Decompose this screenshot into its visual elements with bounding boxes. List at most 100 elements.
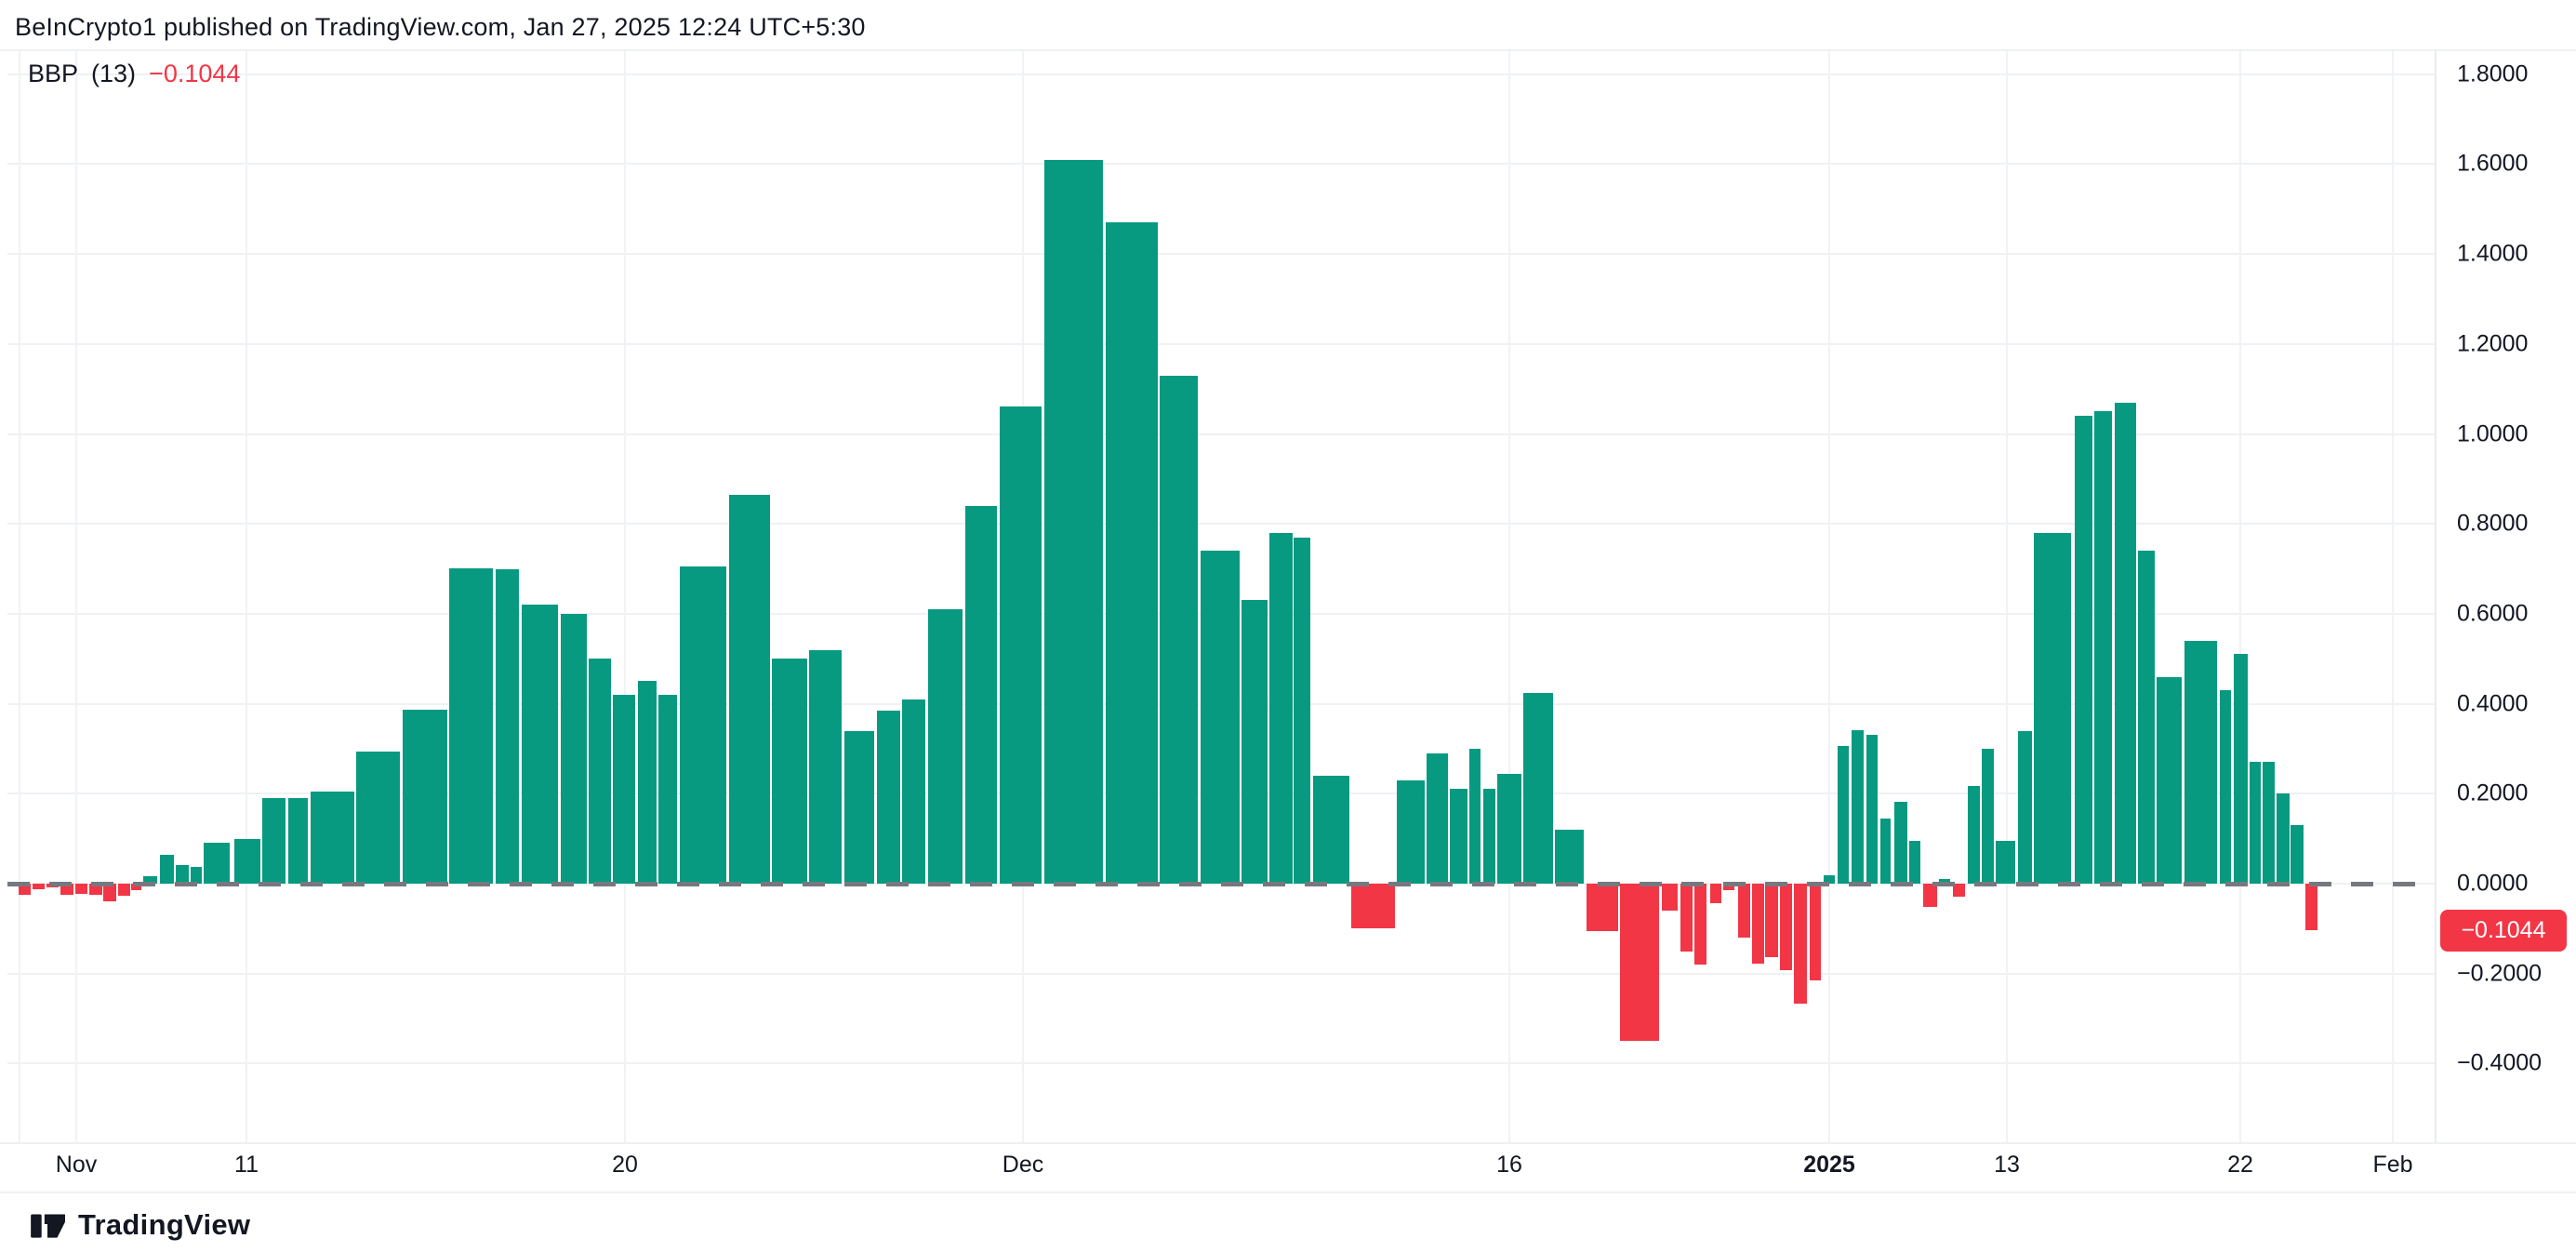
histogram-bar-positive[interactable] bbox=[1269, 532, 1293, 884]
histogram-bar-negative[interactable] bbox=[1780, 884, 1792, 970]
histogram-bar-negative[interactable] bbox=[75, 884, 87, 895]
histogram-bar-negative[interactable] bbox=[1953, 884, 1965, 897]
histogram-bar-negative[interactable] bbox=[1738, 884, 1750, 939]
histogram-bar-positive[interactable] bbox=[2220, 690, 2231, 884]
histogram-bar-positive[interactable] bbox=[1469, 748, 1481, 884]
histogram-bar-positive[interactable] bbox=[1982, 749, 1994, 884]
histogram-bar-positive[interactable] bbox=[191, 867, 202, 884]
histogram-bar-positive[interactable] bbox=[449, 567, 493, 884]
histogram-bar-positive[interactable] bbox=[1427, 753, 1448, 884]
histogram-bar-positive[interactable] bbox=[2138, 551, 2155, 884]
histogram-bar-positive[interactable] bbox=[1555, 829, 1584, 884]
histogram-bar-negative[interactable] bbox=[1810, 884, 1821, 980]
histogram-bar-negative[interactable] bbox=[2305, 884, 2317, 931]
histogram-bar-positive[interactable] bbox=[1824, 875, 1835, 884]
histogram-bar-positive[interactable] bbox=[1996, 841, 2015, 884]
histogram-bar-positive[interactable] bbox=[262, 798, 285, 884]
histogram-bar-positive[interactable] bbox=[877, 710, 900, 884]
histogram-bar-positive[interactable] bbox=[2018, 731, 2032, 884]
histogram-bar-positive[interactable] bbox=[844, 730, 874, 884]
histogram-bar-positive[interactable] bbox=[965, 505, 997, 884]
histogram-bar-positive[interactable] bbox=[2115, 402, 2136, 884]
histogram-bar-negative[interactable] bbox=[1710, 884, 1721, 904]
histogram-bar-positive[interactable] bbox=[2263, 762, 2275, 884]
histogram-bar-negative[interactable] bbox=[1587, 884, 1618, 931]
histogram-bar-negative[interactable] bbox=[60, 884, 73, 896]
histogram-bar-negative[interactable] bbox=[1662, 884, 1678, 911]
histogram-bar-positive[interactable] bbox=[1160, 375, 1198, 884]
histogram-bar-positive[interactable] bbox=[1838, 745, 1849, 884]
histogram-bar-positive[interactable] bbox=[522, 605, 558, 884]
histogram-bar-positive[interactable] bbox=[928, 609, 963, 884]
histogram-bar-negative[interactable] bbox=[1620, 884, 1659, 1042]
histogram-bar-positive[interactable] bbox=[311, 791, 354, 884]
histogram-bar-positive[interactable] bbox=[2184, 640, 2217, 884]
histogram-bar-negative[interactable] bbox=[89, 884, 102, 896]
histogram-bar-positive[interactable] bbox=[1894, 802, 1907, 884]
histogram-bar-negative[interactable] bbox=[1752, 884, 1764, 964]
histogram-bar-positive[interactable] bbox=[2234, 654, 2248, 884]
histogram-bar-positive[interactable] bbox=[2157, 676, 2182, 884]
histogram-bar-negative[interactable] bbox=[19, 884, 31, 895]
histogram-bar-positive[interactable] bbox=[589, 659, 611, 884]
histogram-bar-positive[interactable] bbox=[496, 568, 519, 884]
histogram-bar-positive[interactable] bbox=[2250, 762, 2261, 884]
histogram-bar-positive[interactable] bbox=[204, 843, 230, 884]
y-axis-label: 1.4000 bbox=[2457, 240, 2529, 267]
histogram-bar-positive[interactable] bbox=[1294, 537, 1310, 884]
histogram-bar-positive[interactable] bbox=[1909, 841, 1920, 884]
histogram-bar-positive[interactable] bbox=[772, 659, 807, 884]
histogram-bar-positive[interactable] bbox=[1523, 693, 1553, 884]
histogram-bar-positive[interactable] bbox=[2075, 416, 2092, 884]
histogram-bar-positive[interactable] bbox=[1852, 729, 1864, 884]
histogram-bar-negative[interactable] bbox=[1765, 884, 1778, 958]
tradingview-logo[interactable]: TradingView bbox=[28, 1205, 250, 1245]
histogram-bar-positive[interactable] bbox=[1450, 789, 1467, 884]
histogram-bar-negative[interactable] bbox=[1351, 884, 1395, 929]
histogram-bar-positive[interactable] bbox=[1483, 789, 1495, 884]
histogram-bar-positive[interactable] bbox=[234, 838, 260, 884]
histogram-bar-positive[interactable] bbox=[658, 694, 677, 884]
histogram-bar-positive[interactable] bbox=[902, 699, 925, 884]
histogram-bar-positive[interactable] bbox=[680, 566, 726, 884]
histogram-bar-negative[interactable] bbox=[131, 884, 141, 891]
histogram-bar-positive[interactable] bbox=[2034, 532, 2071, 884]
histogram-bar-positive[interactable] bbox=[1939, 879, 1950, 884]
histogram-bar-positive[interactable] bbox=[1106, 222, 1158, 884]
histogram-bar-positive[interactable] bbox=[809, 649, 842, 884]
histogram-bar-positive[interactable] bbox=[613, 694, 635, 884]
y-axis-label: 1.2000 bbox=[2457, 330, 2529, 357]
histogram-bar-positive[interactable] bbox=[561, 613, 587, 884]
histogram-bar-positive[interactable] bbox=[1201, 551, 1240, 884]
histogram-bar-positive[interactable] bbox=[2291, 825, 2304, 884]
histogram-bar-positive[interactable] bbox=[1880, 818, 1891, 884]
histogram-bar-positive[interactable] bbox=[288, 798, 308, 884]
histogram-bar-negative[interactable] bbox=[1680, 884, 1693, 952]
histogram-bar-negative[interactable] bbox=[118, 884, 130, 896]
histogram-bar-negative[interactable] bbox=[1694, 884, 1706, 966]
histogram-bar-positive[interactable] bbox=[1866, 735, 1878, 884]
histogram-bar-positive[interactable] bbox=[403, 710, 447, 884]
histogram-bar-negative[interactable] bbox=[1723, 884, 1734, 890]
histogram-bar-negative[interactable] bbox=[1794, 884, 1807, 1005]
bbp-chart-plot[interactable] bbox=[0, 49, 2576, 1142]
histogram-bar-positive[interactable] bbox=[160, 855, 174, 884]
histogram-bar-positive[interactable] bbox=[1968, 785, 1980, 884]
histogram-bar-negative[interactable] bbox=[103, 884, 116, 901]
histogram-bar-positive[interactable] bbox=[1397, 779, 1425, 884]
x-axis-label: 16 bbox=[1496, 1152, 1522, 1178]
histogram-bar-positive[interactable] bbox=[2277, 793, 2290, 884]
histogram-bar-positive[interactable] bbox=[356, 751, 400, 884]
histogram-bar-positive[interactable] bbox=[2094, 411, 2112, 884]
histogram-bar-negative[interactable] bbox=[1923, 884, 1937, 908]
indicator-legend[interactable]: BBP (13) −0.1044 bbox=[28, 60, 240, 88]
histogram-bar-positive[interactable] bbox=[638, 681, 657, 884]
histogram-bar-positive[interactable] bbox=[1044, 159, 1103, 884]
histogram-bar-positive[interactable] bbox=[1000, 406, 1042, 884]
histogram-bar-positive[interactable] bbox=[1242, 600, 1268, 884]
histogram-bar-positive[interactable] bbox=[729, 495, 770, 884]
histogram-bar-positive[interactable] bbox=[176, 865, 189, 884]
histogram-bar-positive[interactable] bbox=[1497, 773, 1521, 884]
histogram-bar-positive[interactable] bbox=[1313, 775, 1349, 884]
histogram-bar-positive[interactable] bbox=[143, 875, 157, 884]
